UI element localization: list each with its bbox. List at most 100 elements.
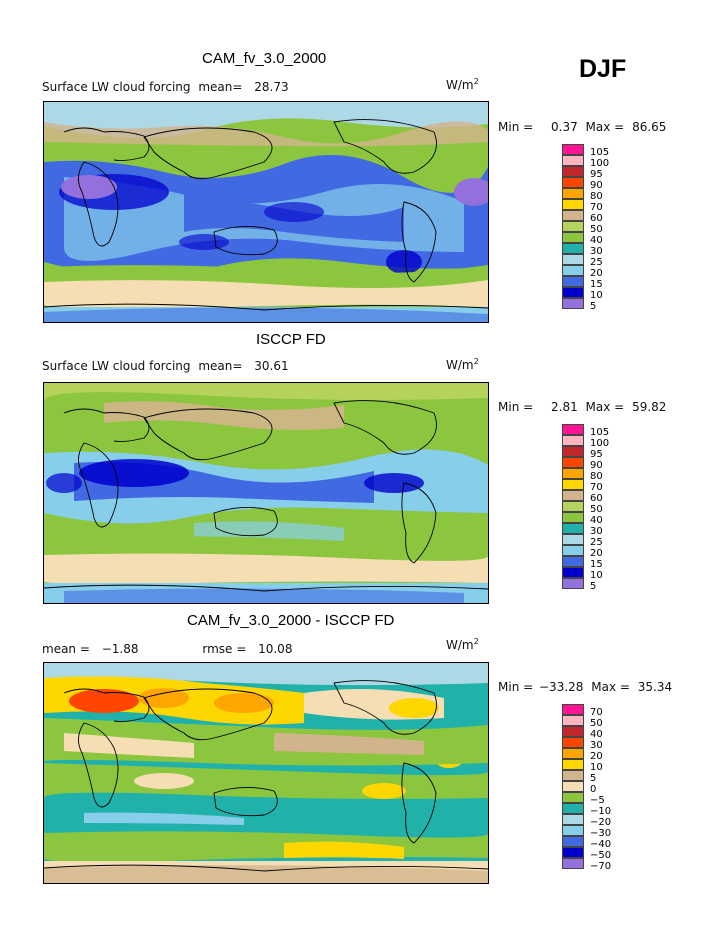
panel3-colorbar-label: −70 (590, 861, 612, 872)
panel1-colorbar-swatch (562, 210, 584, 221)
panel3-mean-label: mean = (42, 642, 90, 656)
panel2-colorbar-swatch (562, 523, 584, 534)
season-label: DJF (579, 55, 627, 83)
panel3-colorbar-label: 20 (590, 751, 603, 762)
panel3-colorbar-swatch (562, 759, 584, 770)
panel3-colorbar-label: 50 (590, 718, 603, 729)
panel1-min-value: 0.37 (551, 120, 578, 134)
panel3-colorbar-label: 0 (590, 784, 597, 795)
panel3-colorbar-swatch (562, 814, 584, 825)
panel1-colorbar-label: 20 (590, 268, 603, 279)
panel3-map (43, 662, 489, 884)
panel1-colorbar-label: 50 (590, 224, 603, 235)
panel3-colorbar-swatch (562, 737, 584, 748)
panel1-colorbar-swatch (562, 144, 584, 155)
panel2-colorbar-swatch (562, 512, 584, 523)
panel1-units: W/m2 (446, 77, 479, 92)
panel3-colorbar-swatch (562, 726, 584, 737)
panel3-colorbar-label: −10 (590, 806, 612, 817)
panel1-colorbar-label: 105 (590, 147, 610, 158)
panel1-colorbar-swatch (562, 232, 584, 243)
panel2-colorbar-swatch (562, 490, 584, 501)
panel2-mean-value: 30.61 (254, 359, 289, 373)
panel2-colorbar-label: 80 (590, 471, 603, 482)
panel1-title: CAM_fv_3.0_2000 (202, 50, 327, 67)
panel2-colorbar-swatch (562, 457, 584, 468)
panel3-colorbar-label: 70 (590, 707, 603, 718)
panel2-colorbar-swatch (562, 534, 584, 545)
panel3-colorbar-label: 10 (590, 762, 603, 773)
panel2-colorbar-swatch (562, 578, 584, 589)
panel1-colorbar-swatch (562, 243, 584, 254)
panel2-colorbar-label: 10 (590, 570, 603, 581)
panel3-colorbar-swatch (562, 803, 584, 814)
panel2-colorbar-swatch (562, 424, 584, 435)
panel1-colorbar-swatch (562, 177, 584, 188)
panel2-colorbar-label: 50 (590, 504, 603, 515)
panel1-mean-label: mean= (198, 80, 243, 94)
panel1-colorbar-swatch (562, 276, 584, 287)
panel2-max-value: 59.82 (632, 400, 667, 414)
panel2-colorbar-label: 95 (590, 449, 603, 460)
panel2-colorbar-label: 105 (590, 427, 610, 438)
panel3-colorbar-label: 30 (590, 740, 603, 751)
panel1-colorbar-swatch (562, 254, 584, 265)
panel2-colorbar-label: 90 (590, 460, 603, 471)
panel3-minmax: Min = −33.28 Max = 35.34 (498, 680, 673, 694)
panel1-map (43, 101, 489, 323)
panel1-colorbar-label: 30 (590, 246, 603, 257)
panel2-min-value: 2.81 (551, 400, 578, 414)
panel3-rmse-label: rmse = (202, 642, 247, 656)
panel3-colorbar-label: −30 (590, 828, 612, 839)
panel2-colorbar-label: 70 (590, 482, 603, 493)
panel3-colorbar-swatch (562, 715, 584, 726)
panel1-mean-value: 28.73 (254, 80, 289, 94)
panel3-colorbar-label: −20 (590, 817, 612, 828)
panel2-colorbar-label: 30 (590, 526, 603, 537)
panel2-subtitle-text: Surface LW cloud forcing (42, 359, 191, 373)
panel1-colorbar-label: 100 (590, 158, 610, 169)
panel2-map-svg (44, 383, 488, 603)
panel3-colorbar-label: −50 (590, 850, 612, 861)
panel1-colorbar-swatch (562, 221, 584, 232)
panel3-min-value: −33.28 (539, 680, 584, 694)
panel1-colorbar-swatch (562, 188, 584, 199)
panel1-max-value: 86.65 (632, 120, 667, 134)
panel1-colorbar-swatch (562, 199, 584, 210)
panel3-title: CAM_fv_3.0_2000 - ISCCP FD (187, 612, 395, 629)
panel3-map-svg (44, 663, 488, 883)
panel2-colorbar-label: 5 (590, 581, 597, 592)
panel3-colorbar-swatch (562, 825, 584, 836)
panel1-colorbar-swatch (562, 265, 584, 276)
panel1-colorbar-label: 95 (590, 169, 603, 180)
panel1-colorbar-label: 80 (590, 191, 603, 202)
panel2-colorbar-swatch (562, 435, 584, 446)
panel1-colorbar-swatch (562, 287, 584, 298)
panel2-colorbar-label: 40 (590, 515, 603, 526)
panel3-subtitle: mean = −1.88 rmse = 10.08 (42, 642, 292, 656)
panel1-colorbar-swatch (562, 298, 584, 309)
panel1-map-svg (44, 102, 488, 322)
panel1-subtitle-text: Surface LW cloud forcing (42, 80, 191, 94)
panel2-colorbar-label: 15 (590, 559, 603, 570)
panel2-colorbar-label: 25 (590, 537, 603, 548)
panel3-colorbar-label: 40 (590, 729, 603, 740)
panel2-minmax: Min = 2.81 Max = 59.82 (498, 400, 667, 414)
panel1-colorbar-label: 10 (590, 290, 603, 301)
panel3-colorbar-swatch (562, 836, 584, 847)
panel1-colorbar-label: 60 (590, 213, 603, 224)
panel3-units: W/m2 (446, 637, 479, 652)
panel1-colorbar-label: 40 (590, 235, 603, 246)
panel3-colorbar-label: −5 (590, 795, 605, 806)
panel3-colorbar-swatch (562, 858, 584, 869)
panel1-colorbar: 105 100 95 90 80 70 60 50 40 30 25 20 15 10 5 (562, 144, 632, 324)
panel3-colorbar-label: 5 (590, 773, 597, 784)
panel3-colorbar-swatch (562, 792, 584, 803)
panel3-mean-value: −1.88 (101, 642, 139, 656)
panel2-colorbar-label: 20 (590, 548, 603, 559)
panel3-colorbar: 70 50 40 30 20 10 5 0 −5 −10 −20 −30 −40 −50 −70 (562, 704, 632, 884)
panel2-colorbar: 105 100 95 90 80 70 60 50 40 30 25 20 15 10 5 (562, 424, 632, 604)
panel3-colorbar-swatch (562, 781, 584, 792)
panel1-subtitle: Surface LW cloud forcing mean= 28.73 (42, 80, 289, 94)
panel1-colorbar-label: 5 (590, 301, 597, 312)
